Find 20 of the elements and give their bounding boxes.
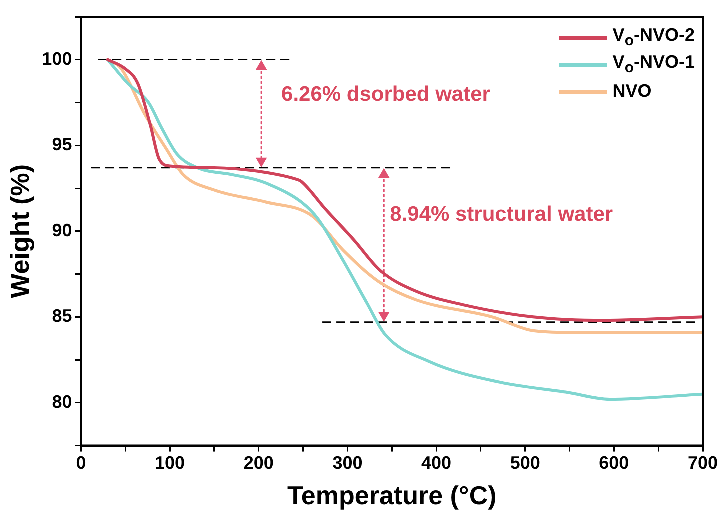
x-tick-label: 500 — [510, 452, 540, 473]
x-tick-label: 200 — [244, 452, 274, 473]
x-tick-label: 400 — [422, 452, 452, 473]
y-tick-label: 85 — [52, 306, 72, 326]
x-tick-label: 600 — [599, 452, 630, 473]
y-tick-label: 80 — [52, 392, 72, 412]
legend-label: NVO — [612, 81, 652, 102]
y-tick-label: 95 — [52, 134, 72, 155]
x-tick-label: 300 — [332, 452, 363, 473]
y-tick-label: 90 — [52, 220, 72, 240]
legend-label: V$_{o}$-NVO-2 — [612, 25, 695, 50]
legend-label: V$_{o}$-NVO-1 — [612, 52, 695, 77]
x-tick-label: 0 — [76, 452, 86, 473]
annotation: 6.26% dsorbed water — [282, 82, 490, 106]
annotation: 8.94% structural water — [390, 202, 614, 226]
y-axis-title: Weight (%) — [4, 164, 35, 298]
x-axis-title: Temperature (°C) — [287, 480, 497, 511]
x-tick-label: 700 — [688, 452, 718, 473]
y-tick-label: 100 — [42, 48, 72, 69]
x-tick-label: 100 — [155, 452, 186, 473]
